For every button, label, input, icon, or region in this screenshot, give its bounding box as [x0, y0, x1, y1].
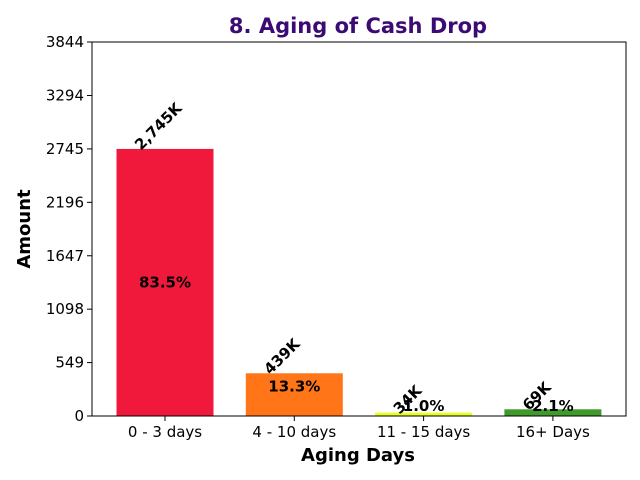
- bar-2: [245, 373, 343, 416]
- x-tick-label: 16+ Days: [516, 423, 590, 441]
- x-axis-label: Aging Days: [301, 445, 415, 466]
- y-tick-label: 3844: [46, 33, 84, 51]
- bar-4: [504, 409, 602, 416]
- value-label: 2,745K: [131, 98, 186, 153]
- value-label: 439K: [260, 334, 304, 378]
- y-tick-label: 3294: [46, 87, 84, 105]
- y-tick-label: 2745: [46, 140, 84, 158]
- percent-label: 83.5%: [139, 273, 191, 291]
- bar-1: [116, 148, 214, 416]
- chart-title: 8. Aging of Cash Drop: [229, 14, 487, 38]
- x-tick-label: 4 - 10 days: [252, 423, 336, 441]
- y-tick-label: 2196: [46, 193, 84, 211]
- y-axis-ticks: 0 549 1098 1647 2196 2745 3294 3844: [46, 33, 92, 425]
- y-tick-label: 0: [74, 407, 84, 425]
- bars-group: [116, 148, 602, 416]
- y-tick-label: 1647: [46, 247, 84, 265]
- x-tick-label: 11 - 15 days: [377, 423, 470, 441]
- x-axis-ticks: 0 - 3 days 4 - 10 days 11 - 15 days 16+ Day…: [128, 416, 590, 441]
- plot-frame: [91, 41, 627, 417]
- y-tick-label: 1098: [46, 300, 84, 318]
- percent-label: 13.3%: [268, 377, 320, 395]
- percent-label: 2.1%: [532, 397, 574, 415]
- percent-label: 1.0%: [403, 397, 445, 415]
- bar-3: [375, 412, 473, 416]
- x-tick-label: 0 - 3 days: [128, 423, 202, 441]
- y-axis-label: Amount: [14, 189, 35, 269]
- y-tick-label: 549: [55, 354, 84, 372]
